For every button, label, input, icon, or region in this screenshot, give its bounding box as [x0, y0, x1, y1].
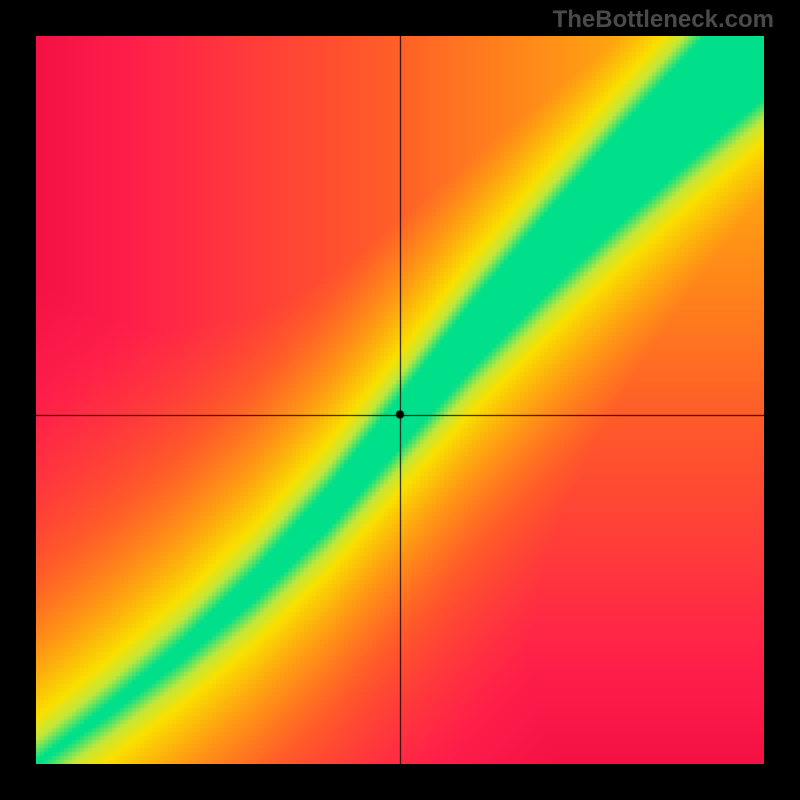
image-root: TheBottleneck.com: [0, 0, 800, 800]
bottleneck-heatmap: [36, 36, 764, 764]
watermark-text: TheBottleneck.com: [553, 6, 774, 34]
